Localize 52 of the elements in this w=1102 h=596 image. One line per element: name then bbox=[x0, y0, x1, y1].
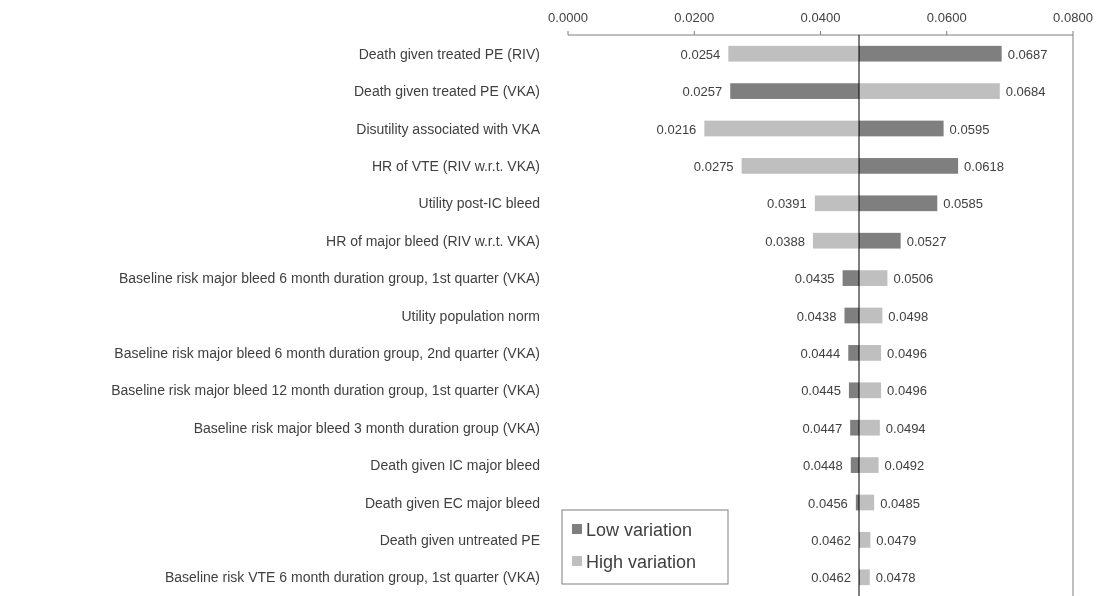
y-tick-label: Death given IC major bleed bbox=[370, 457, 540, 474]
data-label: 0.0444 bbox=[800, 345, 841, 361]
data-label: 0.0216 bbox=[656, 121, 697, 137]
legend-label: High variation bbox=[586, 552, 697, 572]
y-tick-label: Baseline risk major bleed 6 month duration group, 2nd quarter (VKA) bbox=[114, 344, 540, 361]
data-label: 0.0435 bbox=[794, 271, 835, 287]
y-tick-label: Baseline risk VTE 6 month duration group, 1st quarter (VKA) bbox=[164, 569, 540, 586]
data-label: 0.0496 bbox=[887, 383, 927, 399]
data-label: 0.0257 bbox=[682, 84, 723, 100]
x-tick-label: 0.0600 bbox=[926, 10, 967, 25]
data-label: 0.0498 bbox=[888, 308, 929, 324]
x-tick-label: 0.0200 bbox=[674, 10, 715, 25]
data-label: 0.0585 bbox=[943, 196, 984, 212]
y-tick-label: Disutility associated with VKA bbox=[356, 120, 541, 137]
x-tick-label: 0.0400 bbox=[800, 10, 841, 25]
data-label: 0.0684 bbox=[1005, 84, 1046, 100]
y-tick-label: Baseline risk major bleed 12 month duration group, 1st quarter (VKA) bbox=[111, 382, 540, 399]
data-label: 0.0275 bbox=[693, 158, 734, 174]
y-tick-label: Utility population norm bbox=[401, 307, 540, 324]
legend-label: Low variation bbox=[586, 520, 693, 540]
data-label: 0.0462 bbox=[811, 532, 852, 548]
data-label: 0.0391 bbox=[767, 196, 807, 212]
data-label: 0.0485 bbox=[880, 495, 920, 511]
y-tick-label: HR of VTE (RIV w.r.t. VKA) bbox=[371, 157, 540, 174]
y-tick-label: Death given EC major bleed bbox=[364, 494, 540, 511]
x-tick-label: 0.0800 bbox=[1053, 10, 1093, 25]
data-label: 0.0687 bbox=[1007, 46, 1048, 62]
y-tick-label: Death given treated PE (RIV) bbox=[358, 45, 540, 62]
data-label: 0.0527 bbox=[906, 233, 947, 249]
data-label: 0.0496 bbox=[887, 345, 927, 361]
data-label: 0.0388 bbox=[765, 233, 805, 249]
data-label: 0.0492 bbox=[884, 458, 925, 474]
data-label: 0.0456 bbox=[808, 495, 848, 511]
y-tick-label: Utility post-IC bleed bbox=[418, 195, 540, 212]
data-label: 0.0448 bbox=[803, 458, 843, 474]
data-label: 0.0462 bbox=[811, 570, 852, 586]
data-label: 0.0445 bbox=[801, 383, 841, 399]
data-label: 0.0478 bbox=[875, 570, 916, 586]
data-label: 0.0447 bbox=[802, 420, 843, 436]
y-tick-label: HR of major bleed (RIV w.r.t. VKA) bbox=[326, 232, 540, 249]
data-label: 0.0595 bbox=[949, 121, 990, 137]
data-label: 0.0618 bbox=[964, 158, 1004, 174]
y-tick-label: Death given untreated PE bbox=[379, 531, 540, 548]
x-tick-label: 0.0000 bbox=[548, 10, 588, 25]
data-label: 0.0494 bbox=[885, 420, 926, 436]
data-label: 0.0479 bbox=[876, 532, 917, 548]
data-label: 0.0506 bbox=[893, 271, 934, 287]
data-label: 0.0438 bbox=[796, 308, 837, 324]
y-tick-label: Baseline risk major bleed 3 month duration group (VKA) bbox=[193, 419, 540, 436]
y-tick-label: Baseline risk major bleed 6 month duration group, 1st quarter (VKA) bbox=[119, 270, 540, 287]
data-label: 0.0254 bbox=[680, 46, 721, 62]
y-tick-label: Death given treated PE (VKA) bbox=[354, 83, 540, 100]
